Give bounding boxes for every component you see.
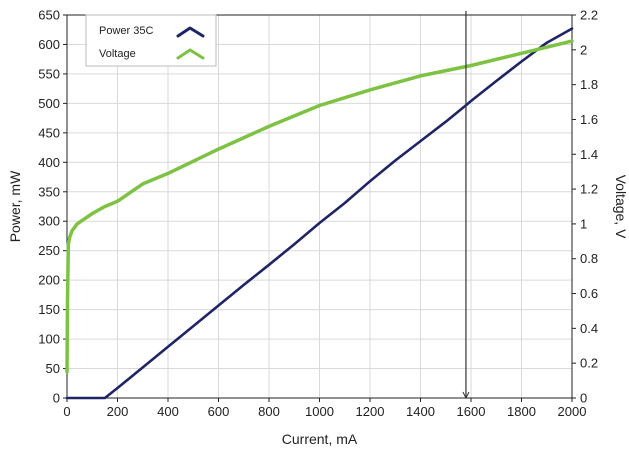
x-tick-label: 1600 <box>457 404 486 419</box>
y-left-tick-label: 50 <box>46 361 60 376</box>
axis-ticks: 0 200 400 600 800 1000 1200 1400 1600 1800 2000050… <box>38 8 598 420</box>
y-left-tick-label: 0 <box>53 391 60 406</box>
y-left-tick-label: 350 <box>38 184 60 199</box>
grid <box>67 15 572 398</box>
x-tick-label: 800 <box>258 404 280 419</box>
x-tick-label: 0 <box>63 404 70 419</box>
y-right-tick-label: 0.8 <box>580 251 598 266</box>
x-tick-label: 200 <box>107 404 129 419</box>
y-right-tick-label: 1.8 <box>580 77 598 92</box>
legend[interactable]: Power 35C Voltage <box>85 14 217 67</box>
series-line-power <box>65 27 574 400</box>
x-tick-label: 1800 <box>507 404 536 419</box>
legend-box <box>85 14 217 67</box>
y-right-tick-label: 2 <box>580 42 587 57</box>
y-right-tick-label: 1.2 <box>580 182 598 197</box>
legend-label-power: Power 35C <box>99 25 153 37</box>
x-axis-title: Current, mA <box>282 431 358 447</box>
y-right-tick-label: 1.6 <box>580 112 598 127</box>
y-left-tick-label: 300 <box>38 214 60 229</box>
x-tick-label: 400 <box>157 404 179 419</box>
y-left-tick-label: 650 <box>38 8 60 23</box>
x-tick-label: 2000 <box>558 404 587 419</box>
y-left-tick-label: 250 <box>38 243 60 258</box>
cursor-arrow-icon <box>462 391 470 400</box>
cursor-layer[interactable] <box>462 11 470 400</box>
y-right-tick-label: 0 <box>580 391 587 406</box>
y-right-tick-label: 0.2 <box>580 356 598 371</box>
y-left-tick-label: 150 <box>38 302 60 317</box>
x-tick-label: 600 <box>208 404 230 419</box>
y-axis-left-title: Power, mW <box>7 170 23 242</box>
y-left-tick-label: 200 <box>38 273 60 288</box>
x-tick-label: 1200 <box>356 404 385 419</box>
y-left-tick-label: 100 <box>38 332 60 347</box>
y-right-tick-label: 0.6 <box>580 286 598 301</box>
x-tick-label: 1400 <box>406 404 435 419</box>
y-left-tick-label: 500 <box>38 96 60 111</box>
series-line-voltage <box>65 39 574 374</box>
y-left-tick-label: 450 <box>38 125 60 140</box>
legend-swatch-voltage <box>176 48 205 60</box>
x-tick-label: 1000 <box>305 404 334 419</box>
y-left-tick-label: 400 <box>38 155 60 170</box>
y-left-tick-label: 600 <box>38 37 60 52</box>
y-axis-right-title: Voltage, V <box>613 175 629 239</box>
y-right-tick-label: 2.2 <box>580 8 598 23</box>
series-layer <box>65 27 574 400</box>
y-right-tick-label: 0.4 <box>580 321 598 336</box>
y-left-tick-label: 550 <box>38 66 60 81</box>
y-right-tick-label: 1.4 <box>580 147 598 162</box>
legend-label-voltage: Voltage <box>99 48 136 60</box>
y-right-tick-label: 1 <box>580 216 587 231</box>
legend-swatch-power <box>176 26 205 38</box>
